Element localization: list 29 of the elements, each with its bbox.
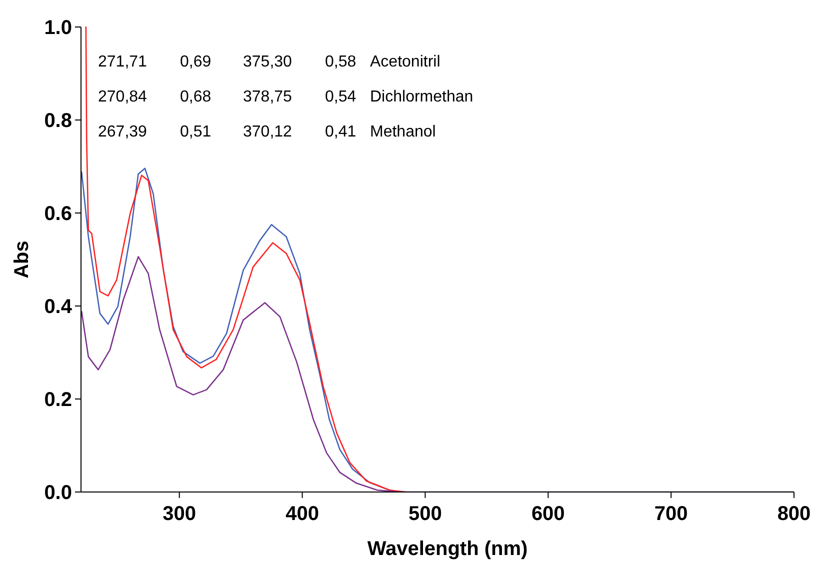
annotation: 0,54 (325, 88, 356, 106)
annotation: Methanol (370, 124, 436, 141)
y-axis-title: Abs (11, 240, 33, 278)
annotation: 370,12 (243, 124, 292, 141)
y-tick-label: 0.0 (44, 482, 72, 504)
x-tick-label: 300 (162, 503, 196, 525)
x-tick-label: 400 (286, 503, 319, 525)
y-tick-label: 1.0 (44, 17, 72, 39)
annotation: 270,84 (98, 88, 148, 106)
x-axis-title: Wavelength (nm) (367, 538, 528, 560)
annotation: 375,30 (243, 54, 292, 71)
y-tick-label: 0.6 (44, 203, 72, 225)
annotation: 0,58 (325, 54, 356, 71)
x-tick-label: 800 (777, 503, 811, 525)
y-tick-label: 0.4 (44, 296, 73, 318)
annotation: 271,71 (98, 54, 148, 71)
annotation: 378,75 (243, 88, 292, 106)
x-tick-label: 500 (408, 503, 442, 525)
annotation: 267,39 (98, 124, 148, 141)
annotation: 0,41 (325, 124, 356, 141)
y-tick-label: 0.2 (44, 389, 72, 411)
annotation: 0,51 (180, 124, 212, 141)
annotation: 0,69 (180, 54, 212, 71)
annotation: Dichlormethan (370, 88, 474, 106)
x-tick-label: 700 (654, 503, 688, 525)
annotation: Acetonitril (370, 54, 440, 71)
x-tick-label: 600 (531, 503, 565, 525)
annotation: 0,68 (180, 88, 212, 106)
y-tick-label: 0.8 (44, 110, 72, 132)
